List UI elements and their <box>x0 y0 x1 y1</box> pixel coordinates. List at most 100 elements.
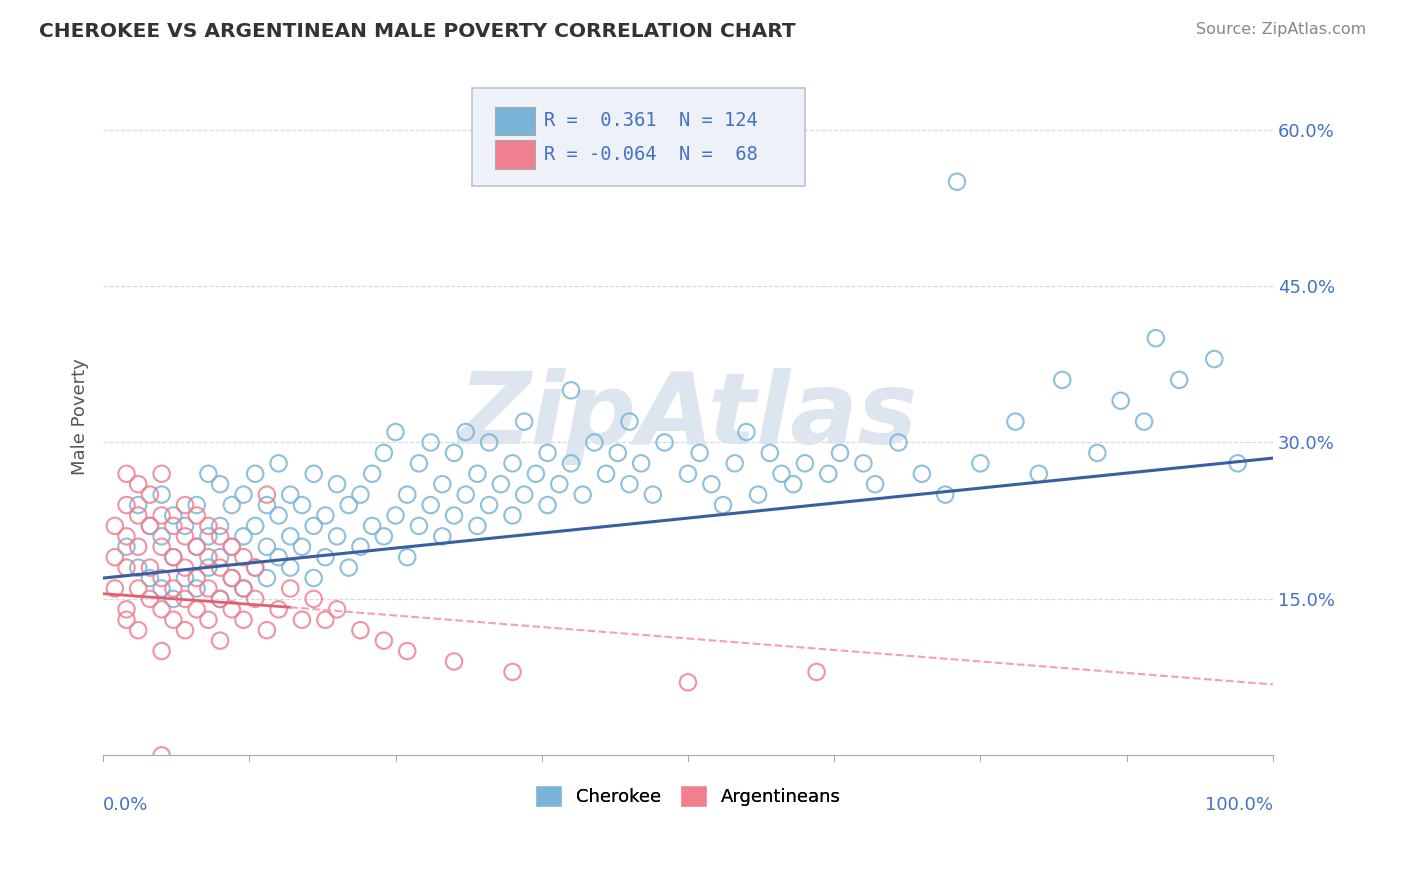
Point <box>174 498 197 512</box>
Point <box>747 488 769 502</box>
Point <box>337 560 360 574</box>
Point <box>536 498 558 512</box>
Point <box>478 435 501 450</box>
Point <box>243 519 266 533</box>
Point <box>361 519 384 533</box>
Point <box>221 540 243 554</box>
Point <box>735 425 758 439</box>
Point <box>115 540 138 554</box>
Point <box>186 582 208 596</box>
Point <box>759 446 782 460</box>
Point <box>209 560 232 574</box>
Point <box>560 384 582 398</box>
Point <box>432 477 454 491</box>
Point <box>256 623 278 637</box>
Point <box>256 498 278 512</box>
Point <box>150 571 173 585</box>
Point <box>127 582 149 596</box>
Point <box>1028 467 1050 481</box>
Point <box>162 519 184 533</box>
Point <box>291 540 314 554</box>
Point <box>641 488 664 502</box>
Point <box>619 477 641 491</box>
Point <box>139 591 162 606</box>
Point <box>724 456 747 470</box>
Point <box>150 748 173 763</box>
Point <box>1052 373 1074 387</box>
Point <box>115 529 138 543</box>
Point <box>221 498 243 512</box>
Point <box>278 560 301 574</box>
Point <box>209 591 232 606</box>
Point <box>419 435 441 450</box>
Point <box>1133 415 1156 429</box>
Point <box>232 613 254 627</box>
Point <box>243 467 266 481</box>
Point <box>432 529 454 543</box>
FancyBboxPatch shape <box>471 87 804 186</box>
Point <box>467 519 489 533</box>
Point <box>115 498 138 512</box>
Point <box>887 435 910 450</box>
Point <box>197 560 219 574</box>
Point <box>267 456 290 470</box>
Point <box>467 467 489 481</box>
Point <box>1144 331 1167 345</box>
Point <box>186 498 208 512</box>
Point <box>1004 415 1026 429</box>
Point <box>349 540 371 554</box>
Point <box>384 508 406 523</box>
Point <box>127 508 149 523</box>
Point <box>513 415 536 429</box>
Point <box>197 519 219 533</box>
Point <box>478 498 501 512</box>
Point <box>127 477 149 491</box>
Point <box>232 582 254 596</box>
Point <box>162 508 184 523</box>
Point <box>150 540 173 554</box>
Point <box>256 540 278 554</box>
Point <box>302 467 325 481</box>
Point <box>174 571 197 585</box>
Point <box>373 633 395 648</box>
Point <box>162 550 184 565</box>
Point <box>186 540 208 554</box>
Point <box>174 519 197 533</box>
Point <box>150 467 173 481</box>
Point <box>243 560 266 574</box>
Point <box>127 498 149 512</box>
Point <box>186 508 208 523</box>
Point <box>127 540 149 554</box>
Point <box>174 623 197 637</box>
Point <box>676 675 699 690</box>
Point <box>349 623 371 637</box>
Point <box>630 456 652 470</box>
Point <box>127 623 149 637</box>
Point <box>278 529 301 543</box>
Point <box>243 591 266 606</box>
Point <box>502 456 524 470</box>
Point <box>548 477 571 491</box>
Point <box>489 477 512 491</box>
Point <box>209 519 232 533</box>
Point <box>232 488 254 502</box>
Point <box>911 467 934 481</box>
Point <box>197 613 219 627</box>
Point <box>361 467 384 481</box>
Point <box>115 613 138 627</box>
Point <box>115 560 138 574</box>
Point <box>162 591 184 606</box>
Point <box>419 498 441 512</box>
Point <box>828 446 851 460</box>
Text: ZipAtlas: ZipAtlas <box>458 368 918 465</box>
Point <box>384 425 406 439</box>
Point <box>606 446 628 460</box>
Text: Source: ZipAtlas.com: Source: ZipAtlas.com <box>1197 22 1367 37</box>
Point <box>676 467 699 481</box>
Point <box>221 602 243 616</box>
Point <box>408 519 430 533</box>
Point <box>186 540 208 554</box>
Point <box>115 602 138 616</box>
Point <box>302 591 325 606</box>
Point <box>232 550 254 565</box>
